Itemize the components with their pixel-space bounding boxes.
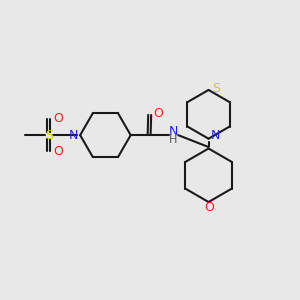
Text: S: S (45, 129, 53, 142)
Text: O: O (53, 145, 63, 158)
Text: N: N (169, 125, 178, 138)
Text: N: N (69, 129, 78, 142)
Text: S: S (212, 82, 220, 95)
Text: O: O (53, 112, 63, 125)
Text: O: O (204, 202, 214, 214)
Text: O: O (153, 107, 163, 120)
Text: H: H (169, 135, 178, 145)
Text: N: N (211, 129, 220, 142)
